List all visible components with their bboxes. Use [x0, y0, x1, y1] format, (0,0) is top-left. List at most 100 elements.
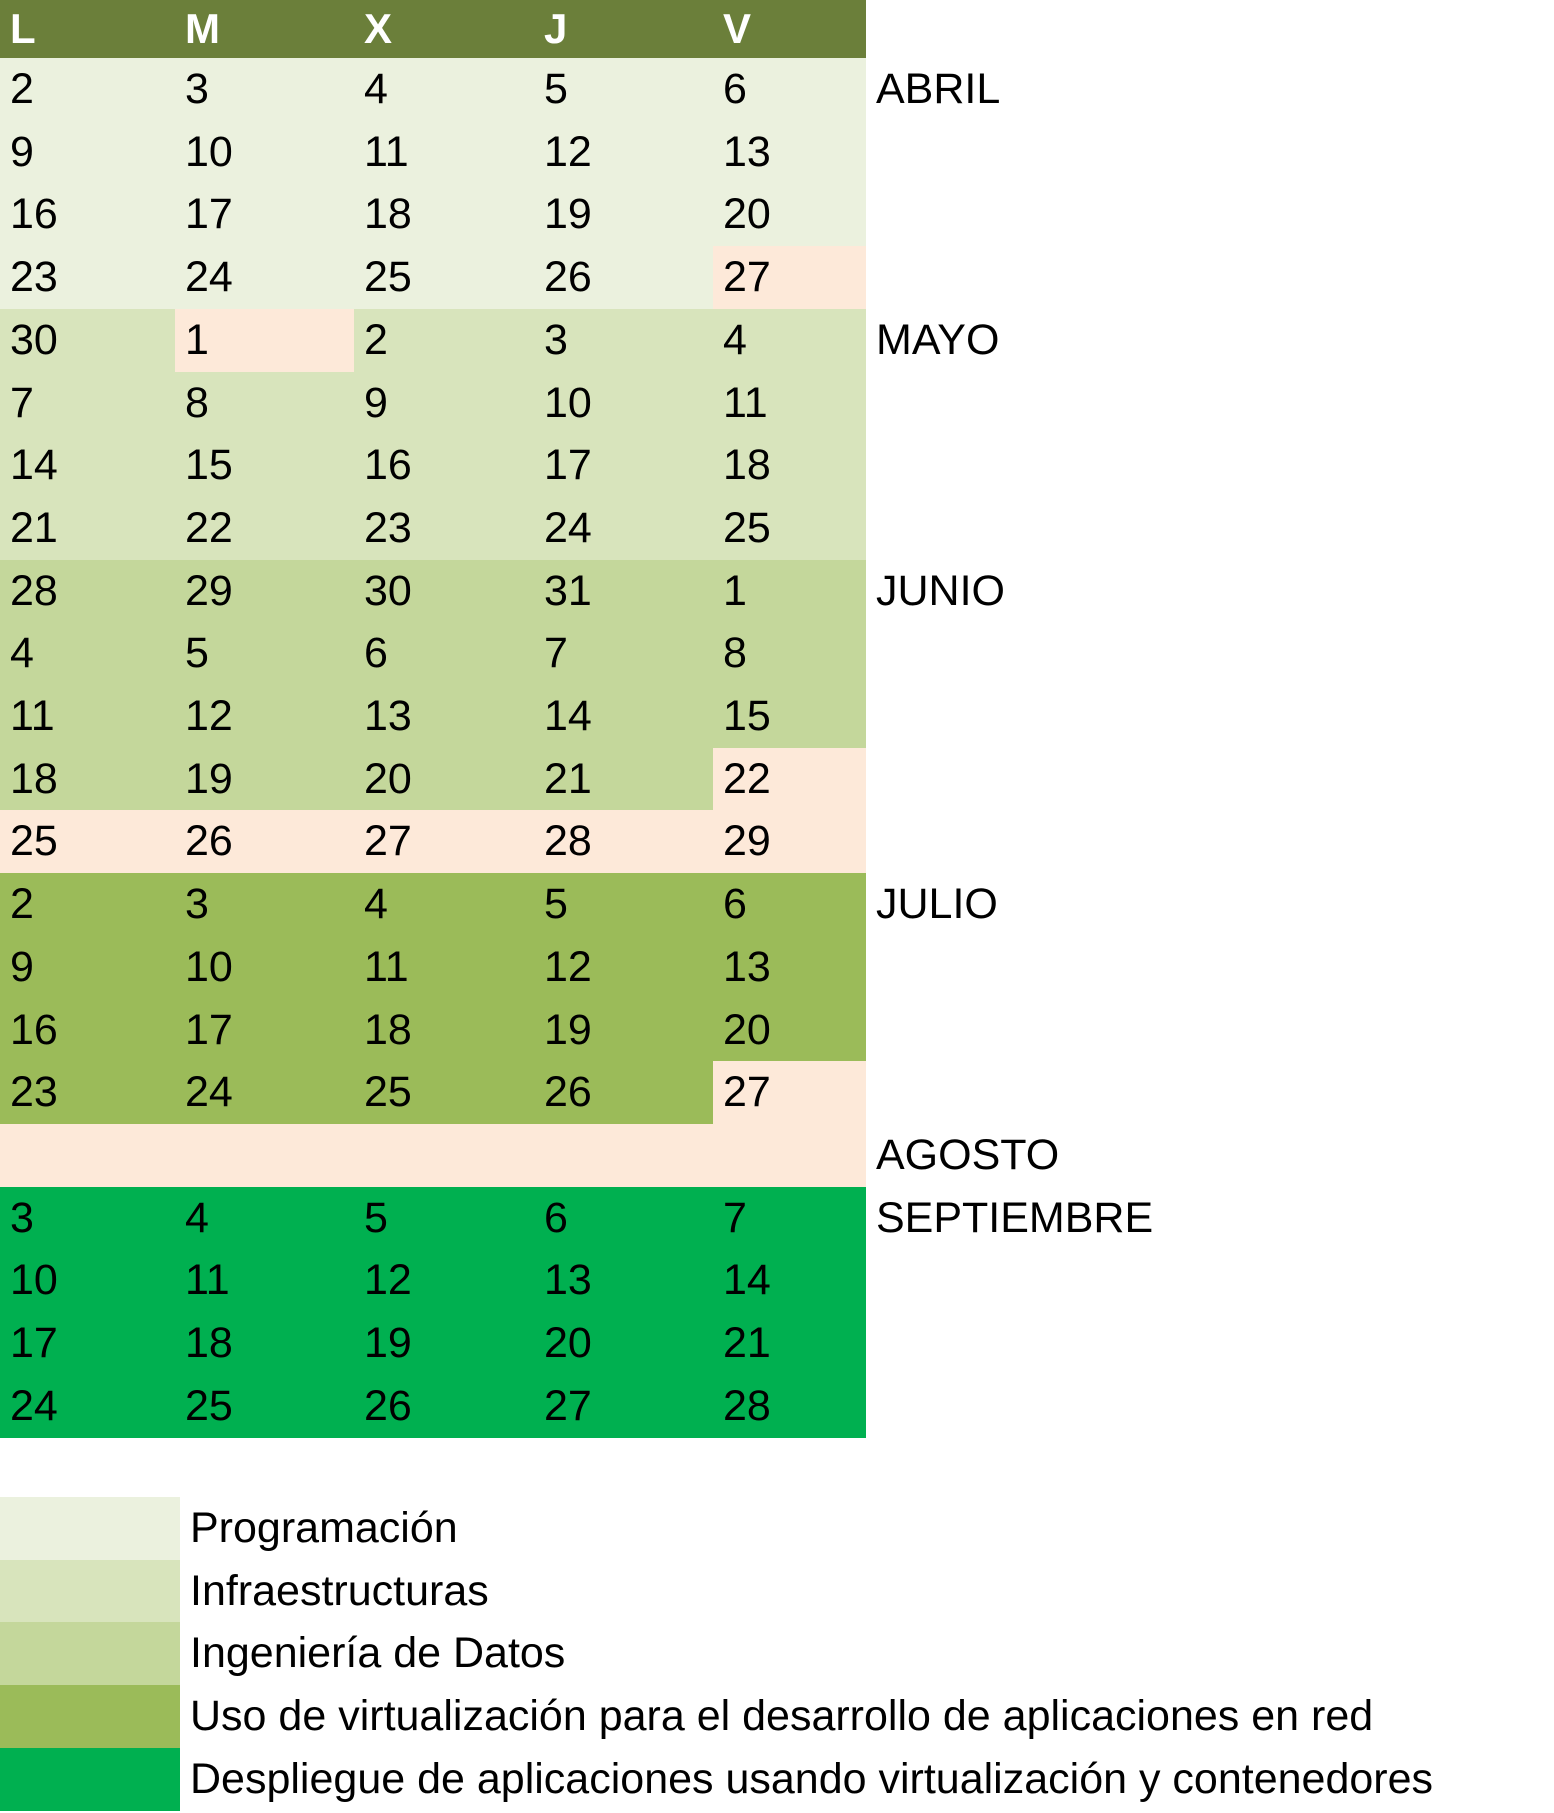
day-cell: 3	[534, 308, 713, 372]
header-day-m: M	[175, 0, 354, 58]
day-cell: 25	[713, 496, 866, 560]
day-cell: 31	[534, 559, 713, 623]
day-cell: 24	[175, 1061, 354, 1125]
day-cell: 11	[713, 371, 866, 435]
day-cell: 25	[0, 810, 175, 874]
legend-label: Programación	[190, 1504, 458, 1552]
day-cell: 25	[354, 246, 534, 310]
day-cell: 24	[175, 246, 354, 310]
day-cell: 4	[713, 308, 866, 372]
day-cell: 5	[534, 873, 713, 937]
day-cell: 12	[534, 935, 713, 999]
day-cell: 15	[175, 434, 354, 498]
day-cell: 16	[0, 998, 175, 1062]
day-cell	[354, 1123, 534, 1187]
day-cell: 4	[0, 622, 175, 686]
day-cell: 23	[0, 1061, 175, 1125]
day-cell: 22	[713, 747, 866, 811]
day-cell: 18	[354, 183, 534, 247]
day-cell: 13	[713, 120, 866, 184]
day-cell: 27	[713, 246, 866, 310]
day-cell: 27	[354, 810, 534, 874]
day-cell: 22	[175, 496, 354, 560]
header-day-v: V	[713, 0, 866, 58]
day-cell: 13	[354, 685, 534, 748]
month-label: SEPTIEMBRE	[876, 1193, 1154, 1242]
legend-label: Infraestructuras	[190, 1566, 489, 1615]
day-cell: 18	[0, 747, 175, 811]
day-cell: 27	[534, 1374, 713, 1438]
day-cell: 3	[175, 873, 354, 937]
day-cell: 17	[0, 1312, 175, 1375]
day-cell: 20	[354, 747, 534, 811]
day-cell: 30	[0, 308, 175, 372]
day-cell	[0, 1123, 175, 1187]
legend-swatch	[0, 1747, 180, 1811]
day-cell: 19	[534, 183, 713, 247]
legend-swatch	[0, 1497, 180, 1560]
day-cell: 16	[0, 183, 175, 247]
day-cell: 11	[354, 935, 534, 999]
day-cell: 25	[175, 1374, 354, 1438]
day-cell: 6	[713, 873, 866, 937]
day-cell: 23	[0, 246, 175, 310]
day-cell: 5	[534, 58, 713, 121]
header-day-x: X	[354, 0, 534, 58]
day-cell: 13	[534, 1249, 713, 1313]
day-cell	[175, 1123, 354, 1187]
day-cell: 18	[713, 434, 866, 498]
day-cell: 2	[0, 873, 175, 937]
day-cell: 3	[0, 1186, 175, 1250]
day-cell: 28	[534, 810, 713, 874]
day-cell: 6	[354, 622, 534, 686]
day-cell: 6	[713, 58, 866, 121]
day-cell: 26	[534, 1061, 713, 1125]
day-cell: 10	[175, 935, 354, 999]
day-cell: 2	[0, 58, 175, 121]
day-cell: 12	[534, 120, 713, 184]
day-cell: 21	[0, 496, 175, 560]
header-day-j: J	[534, 0, 713, 58]
legend-swatch	[0, 1622, 180, 1686]
day-cell: 18	[354, 998, 534, 1062]
day-cell: 28	[713, 1374, 866, 1438]
day-cell: 11	[175, 1249, 354, 1313]
day-cell: 29	[175, 559, 354, 623]
month-label: JUNIO	[876, 566, 1005, 615]
day-cell: 20	[713, 998, 866, 1062]
legend-label: Uso de virtualización para el desarrollo…	[190, 1692, 1374, 1741]
day-cell: 21	[713, 1312, 866, 1375]
day-cell: 10	[175, 120, 354, 184]
day-cell: 7	[0, 371, 175, 435]
day-cell: 2	[354, 308, 534, 372]
legend-label: Despliegue de aplicaciones usando virtua…	[190, 1754, 1434, 1803]
day-cell: 14	[0, 434, 175, 498]
day-cell: 19	[175, 747, 354, 811]
day-cell: 14	[713, 1249, 866, 1313]
day-cell: 17	[175, 183, 354, 247]
day-cell: 11	[354, 120, 534, 184]
day-cell: 24	[0, 1374, 175, 1438]
day-cell: 5	[354, 1186, 534, 1250]
month-label: MAYO	[876, 315, 1000, 364]
day-cell: 23	[354, 496, 534, 560]
day-cell: 10	[534, 371, 713, 435]
legend-label: Ingeniería de Datos	[190, 1629, 566, 1678]
day-cell: 4	[175, 1186, 354, 1250]
day-cell: 7	[534, 622, 713, 686]
day-cell: 6	[534, 1186, 713, 1250]
day-cell: 17	[534, 434, 713, 498]
day-cell: 12	[354, 1249, 534, 1313]
day-cell: 18	[175, 1312, 354, 1375]
legend-swatch	[0, 1559, 180, 1623]
day-cell: 20	[713, 183, 866, 247]
legend-swatch	[0, 1685, 180, 1749]
day-cell: 10	[0, 1249, 175, 1313]
day-cell: 27	[713, 1061, 866, 1125]
month-label: JULIO	[876, 880, 998, 929]
day-cell: 30	[354, 559, 534, 623]
day-cell: 13	[713, 935, 866, 999]
day-cell: 21	[534, 747, 713, 811]
day-cell: 4	[354, 58, 534, 121]
